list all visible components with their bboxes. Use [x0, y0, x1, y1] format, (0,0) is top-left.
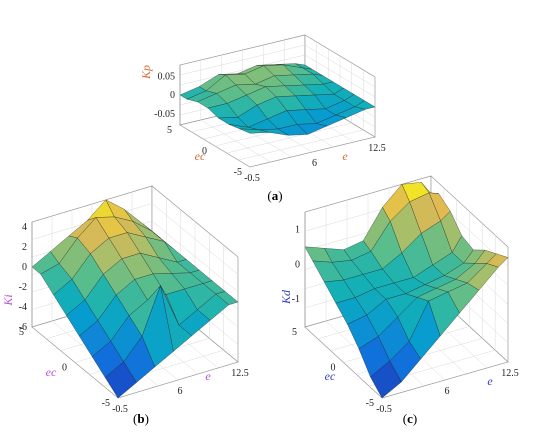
x-tick-label: 12.5 [501, 368, 519, 379]
surface-patch [104, 361, 137, 399]
z-tick-label: 0 [295, 259, 300, 270]
x-tick-label: 6 [445, 386, 450, 397]
x-tick-label: -0.5 [112, 404, 128, 415]
z-tick-label: 1 [295, 224, 300, 235]
x-tick-label: -0.5 [244, 173, 260, 184]
y-tick-label: -5 [102, 398, 110, 409]
y-tick-label: 0 [62, 363, 67, 374]
panel-label-a: (a) [267, 188, 282, 203]
z-axis-label: Kd [279, 289, 293, 305]
surface-plot-kp: 0.05 0 -0.05 -0.5 6 12.5 5 0 -5 Kp e ec [139, 34, 386, 184]
x-axis-label: e [342, 149, 348, 163]
z-tick-label: 4 [22, 222, 27, 233]
z-axis-label: Ki [1, 294, 15, 306]
z-tick-label: -4 [19, 302, 27, 313]
x-axis-label: e [205, 369, 211, 383]
x-tick-label: 6 [178, 386, 183, 397]
y-axis-label: ec [325, 369, 336, 383]
z-tick-label: 0 [22, 262, 27, 273]
z-axis-label: Kp [139, 65, 153, 80]
x-tick-label: 12.5 [231, 368, 249, 379]
z-tick-label: -1 [292, 294, 300, 305]
z-tick-label: 0.05 [158, 71, 176, 82]
surface-patch [239, 128, 270, 134]
panel-label-c: (c) [403, 411, 417, 426]
x-tick-label: 6 [312, 158, 317, 169]
y-axis-label: ec [195, 149, 206, 163]
z-tick-label: -6 [19, 322, 27, 333]
y-tick-label: 0 [202, 146, 207, 157]
x-tick-label: -0.5 [376, 404, 392, 415]
y-tick-label: 5 [167, 125, 172, 136]
y-tick-label: 0 [331, 363, 336, 374]
x-axis-label: e [487, 374, 493, 388]
y-tick-label: -5 [234, 167, 242, 178]
y-tick-label: -5 [366, 398, 374, 409]
y-tick-label: 5 [292, 327, 297, 338]
panel-label-b: (b) [133, 411, 149, 426]
z-tick-label: 0 [170, 90, 175, 101]
surface-patch [370, 360, 402, 399]
z-tick-label: -0.05 [154, 109, 175, 120]
y-axis-label: ec [46, 365, 57, 379]
z-tick-label: 2 [22, 242, 27, 253]
x-tick-label: 12.5 [368, 143, 386, 154]
y-tick-label: 5 [19, 327, 24, 338]
surface-plot-ki: 4 2 0 -2 -4 -6 -0.5 6 12.5 5 0 -5 Ki e ec [1, 185, 249, 415]
z-tick-label: -2 [19, 282, 27, 293]
surface-plot-kd: 1 0 -1 -0.5 6 12.5 5 0 -5 Kd e ec [279, 175, 519, 415]
